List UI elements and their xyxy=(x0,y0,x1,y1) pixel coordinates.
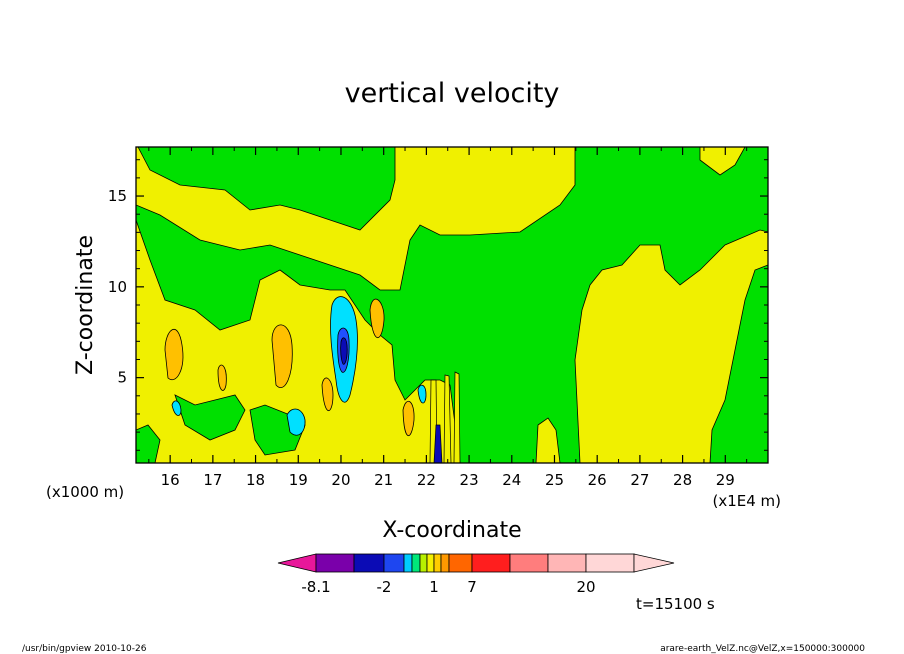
colorbar-low-arrow xyxy=(277,553,317,573)
x-unit-label: (x1E4 m) xyxy=(712,492,781,510)
footer-right: arare-earth_VelZ.nc@VelZ,x=150000:300000 xyxy=(660,644,865,654)
region-stripe-3 xyxy=(453,371,461,463)
colorbar-ticks: -8.1 -2 1 7 20 xyxy=(301,578,595,596)
colorbar-high-arrow xyxy=(633,553,675,573)
colorbar-cell xyxy=(471,553,511,573)
colorbar-cell xyxy=(315,553,355,573)
region-yellow-right xyxy=(574,229,768,463)
x-tick-label: 29 xyxy=(716,471,735,489)
x-tick-label: 27 xyxy=(630,471,649,489)
time-label: t=15100 s xyxy=(636,595,715,613)
region-dark-core xyxy=(433,424,443,463)
region-cyan-small-3 xyxy=(417,384,427,404)
region-orange-mid-2 xyxy=(321,377,334,411)
region-orange-left-1 xyxy=(164,328,184,381)
colorbar-tick-label: 7 xyxy=(467,578,477,596)
x-axis: 16 17 18 19 20 21 22 23 24 25 26 27 28 29 xyxy=(148,147,748,489)
y-tick-label: 10 xyxy=(108,278,127,296)
colorbar-tick-label: 20 xyxy=(576,578,595,596)
x-tick-label: 24 xyxy=(502,471,521,489)
region-cyan-small-2 xyxy=(171,400,182,416)
footer-left: /usr/bin/gpview 2010-10-26 xyxy=(22,644,147,654)
region-yellow-bottom-mid xyxy=(535,417,561,463)
region-yellow-topright xyxy=(699,147,746,176)
colorbar-cell xyxy=(585,553,635,573)
region-green-upper-strip xyxy=(137,147,396,231)
x-tick-label: 26 xyxy=(588,471,607,489)
region-green-pocket-mid xyxy=(174,394,246,441)
colorbar-cell xyxy=(411,553,421,573)
colorbar-cell xyxy=(403,553,413,573)
colorbar-tick-label: -2 xyxy=(377,578,392,596)
colorbar-cell xyxy=(353,553,385,573)
colorbar-cell xyxy=(440,553,450,573)
colorbar-cell xyxy=(433,553,442,573)
colorbar-cell xyxy=(509,553,549,573)
colorbar-tick-label: -8.1 xyxy=(301,578,330,596)
y-tick-label: 5 xyxy=(117,369,127,387)
x-axis-title: X-coordinate xyxy=(382,518,521,543)
x-tick-label: 25 xyxy=(545,471,564,489)
region-green-pocket-left xyxy=(136,424,161,463)
chart-title: vertical velocity xyxy=(345,78,560,109)
region-orange-mid-3 xyxy=(402,400,415,436)
colorbar-cell xyxy=(383,553,405,573)
x-tick-label: 17 xyxy=(203,471,222,489)
x-tick-label: 21 xyxy=(374,471,393,489)
y-unit-label: (x1000 m) xyxy=(46,483,124,501)
y-axis: 5 10 15 xyxy=(108,159,768,451)
x-tick-label: 28 xyxy=(673,471,692,489)
region-orange-left-2 xyxy=(271,324,293,388)
colorbar-cell xyxy=(419,553,428,573)
y-axis-title: Z-coordinate xyxy=(73,235,98,375)
x-tick-label: 20 xyxy=(331,471,350,489)
y-tick-label: 15 xyxy=(108,187,127,205)
region-orange-left-3 xyxy=(217,364,227,391)
contour-field xyxy=(136,147,768,463)
colorbar-cell xyxy=(426,553,435,573)
x-tick-label: 19 xyxy=(289,471,308,489)
colorbar-cell xyxy=(448,553,473,573)
region-blue-inner xyxy=(340,337,348,365)
x-tick-label: 16 xyxy=(161,471,180,489)
colorbar xyxy=(277,553,675,573)
colorbar-cell xyxy=(547,553,587,573)
region-orange-mid-1 xyxy=(369,298,385,339)
x-tick-label: 22 xyxy=(417,471,436,489)
region-stripe-2 xyxy=(443,374,452,463)
region-cyan-small-1 xyxy=(286,408,306,436)
x-tick-label: 23 xyxy=(460,471,479,489)
colorbar-tick-label: 1 xyxy=(429,578,439,596)
x-tick-label: 18 xyxy=(246,471,265,489)
